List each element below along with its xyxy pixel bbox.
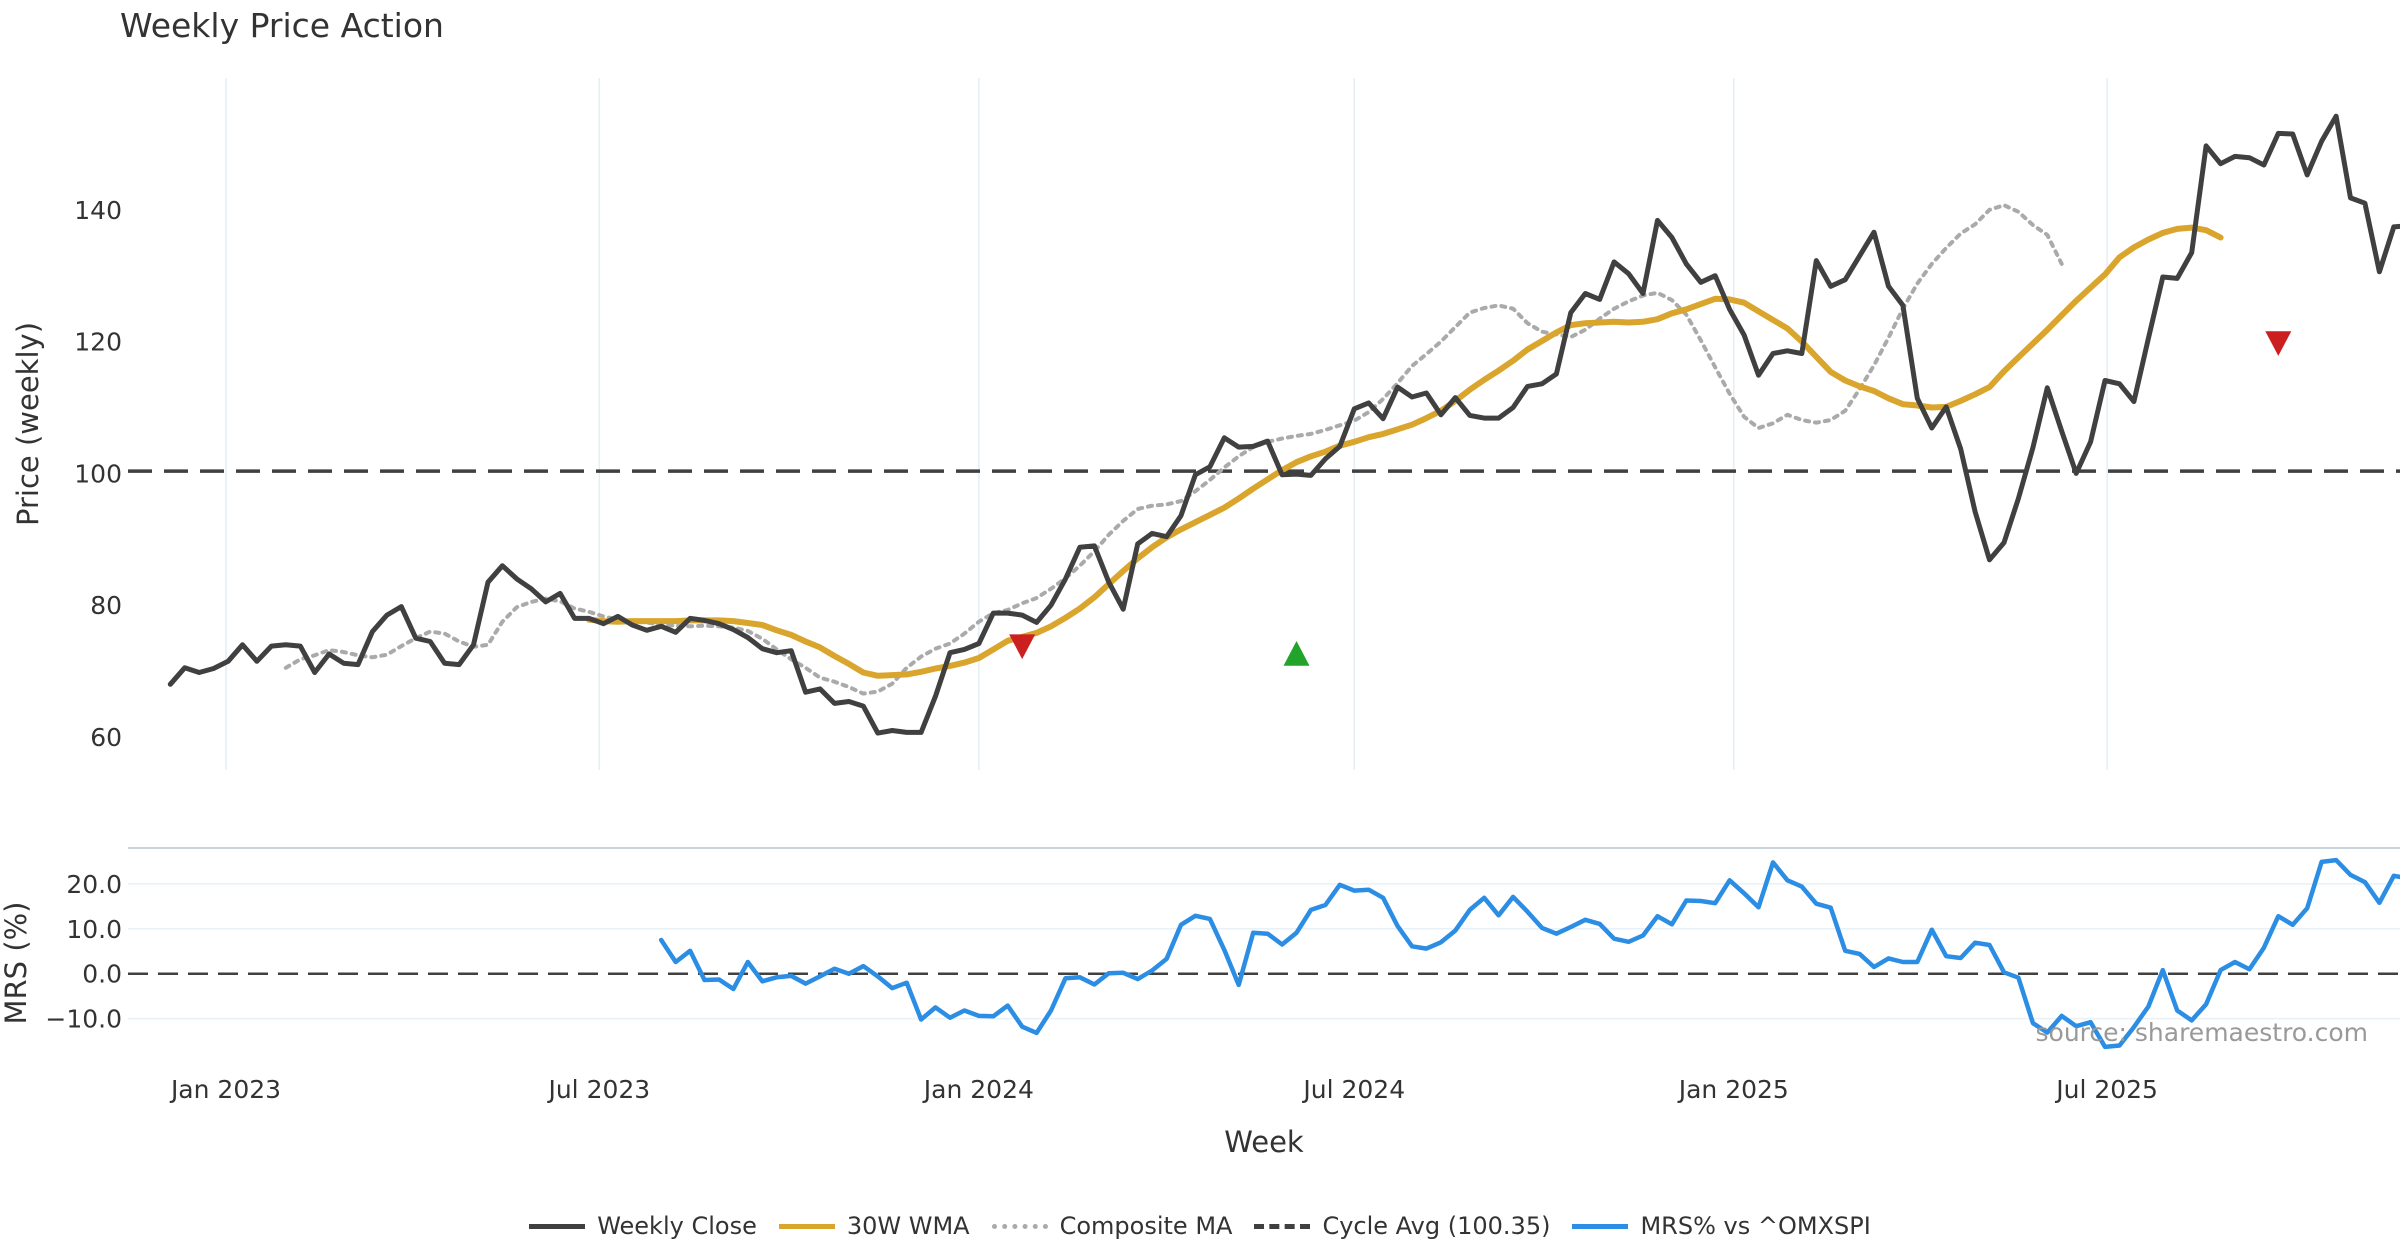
x-tick-label: Jan 2024 bbox=[922, 1075, 1034, 1104]
sell-signal-marker bbox=[2265, 331, 2292, 356]
legend-swatch-mrs bbox=[1572, 1223, 1629, 1229]
legend-item-weekly-close: Weekly Close bbox=[529, 1212, 757, 1240]
legend-item-mrs: MRS% vs ^OMXSPI bbox=[1572, 1212, 1871, 1240]
mrs-axis-title: MRS (%) bbox=[0, 902, 33, 1025]
x-tick-label: Jul 2025 bbox=[2054, 1075, 2158, 1104]
legend-label: MRS% vs ^OMXSPI bbox=[1640, 1212, 1871, 1240]
weekly-close-line bbox=[167, 113, 2400, 736]
wma-30w-line bbox=[586, 224, 2224, 679]
legend-label: Cycle Avg (100.35) bbox=[1322, 1212, 1551, 1240]
legend-swatch-weekly-close bbox=[529, 1223, 586, 1229]
x-tick-label: Jan 2023 bbox=[169, 1075, 281, 1104]
legend-swatch-30w-wma bbox=[778, 1223, 835, 1229]
chart-title: Weekly Price Action bbox=[120, 6, 444, 45]
price-ytick-label: 100 bbox=[74, 459, 122, 488]
mrs-ytick-label: −10.0 bbox=[45, 1005, 122, 1034]
legend-swatch-cycle-avg bbox=[1254, 1223, 1311, 1229]
x-axis-title: Week bbox=[1224, 1125, 1304, 1159]
mrs-line bbox=[658, 857, 2400, 1050]
price-ytick-label: 140 bbox=[74, 196, 122, 225]
price-ytick-label: 120 bbox=[74, 328, 122, 357]
sell-signal-marker bbox=[1009, 634, 1036, 660]
legend-label: Weekly Close bbox=[597, 1212, 757, 1240]
price-ytick-label: 80 bbox=[90, 591, 122, 620]
buy-signal-marker bbox=[1283, 641, 1310, 666]
legend-item-cycle-avg: Cycle Avg (100.35) bbox=[1254, 1212, 1550, 1240]
legend-label: Composite MA bbox=[1059, 1212, 1233, 1240]
price-axis-title: Price (weekly) bbox=[11, 322, 45, 526]
legend-label: 30W WMA bbox=[846, 1212, 970, 1240]
legend-item-30w-wma: 30W WMA bbox=[778, 1212, 970, 1240]
chart-legend: Weekly Close 30W WMA Composite MA Cycle … bbox=[0, 1212, 2400, 1240]
price-ytick-label: 60 bbox=[90, 723, 122, 752]
x-tick-label: Jan 2025 bbox=[1677, 1075, 1789, 1104]
source-note: source: sharemaestro.com bbox=[2035, 1018, 2369, 1047]
composite-ma-line bbox=[283, 203, 2064, 696]
x-tick-label: Jul 2023 bbox=[546, 1075, 650, 1104]
mrs-ytick-label: 20.0 bbox=[66, 870, 122, 899]
mrs-ytick-label: 0.0 bbox=[82, 960, 122, 989]
x-tick-label: Jul 2024 bbox=[1301, 1075, 1405, 1104]
legend-item-composite-ma: Composite MA bbox=[991, 1212, 1233, 1240]
mrs-ytick-label: 10.0 bbox=[66, 915, 122, 944]
legend-swatch-composite-ma bbox=[991, 1223, 1048, 1229]
